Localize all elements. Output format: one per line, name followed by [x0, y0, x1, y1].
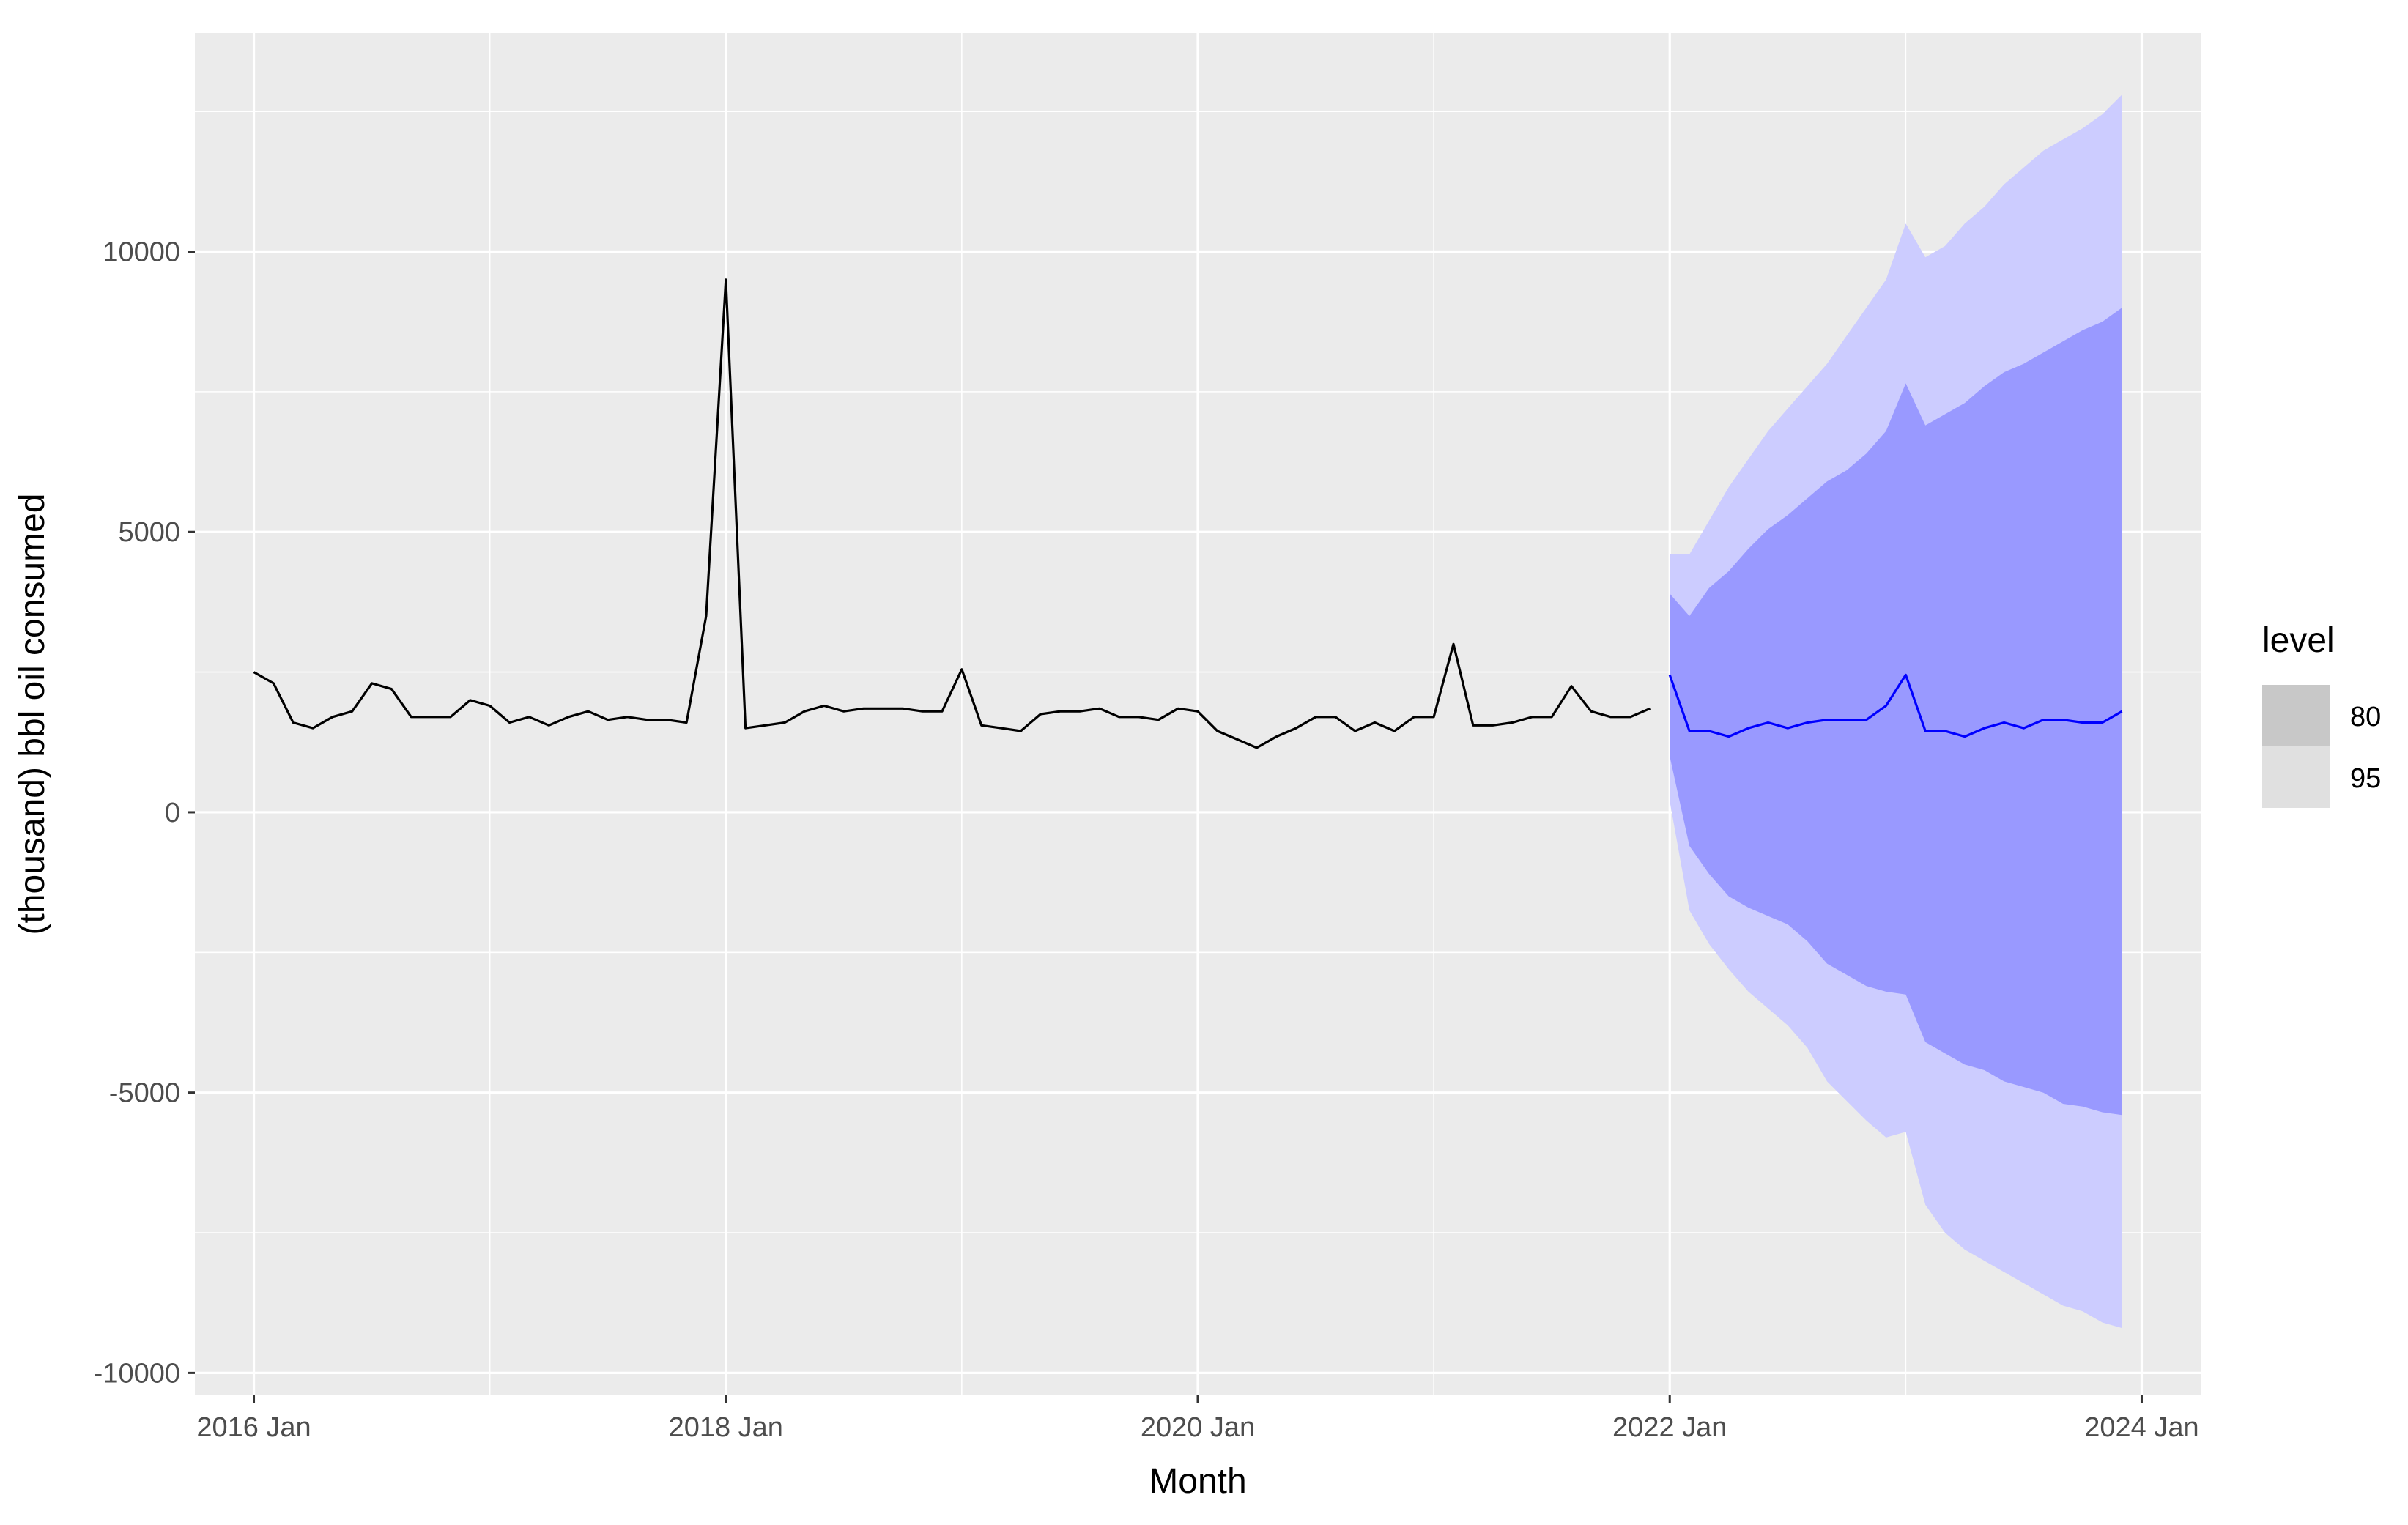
forecast-mean-line [1668, 673, 2123, 738]
y-tick-label: -10000 [94, 1358, 180, 1389]
legend: level 80 95 [2262, 621, 2381, 808]
legend-label-95: 95 [2350, 763, 2381, 794]
x-tick-label: 2024 Jan [2084, 1412, 2198, 1443]
x-tick-label: 2016 Jan [196, 1412, 311, 1443]
history-series-line [253, 278, 1651, 749]
legend-title: level [2262, 621, 2335, 660]
y-tick-label: 10000 [103, 237, 180, 268]
legend-key-95 [2262, 746, 2330, 808]
x-tick-label: 2020 Jan [1141, 1412, 1255, 1443]
x-tick-label: 2018 Jan [669, 1412, 783, 1443]
y-axis: -10000 -5000 0 5000 10000 [94, 237, 195, 1389]
x-axis: 2016 Jan 2018 Jan 2020 Jan 2022 Jan 2024 Jan [196, 1395, 2199, 1443]
prediction-interval-80 [1670, 308, 2122, 1116]
y-tick-label: 0 [165, 798, 180, 828]
y-tick-label: -5000 [109, 1078, 180, 1109]
legend-key-80 [2262, 685, 2330, 746]
legend-label-80: 80 [2350, 702, 2381, 732]
x-tick-label: 2022 Jan [1612, 1412, 1727, 1443]
y-tick-label: 5000 [118, 517, 180, 548]
x-axis-title: Month [1149, 1462, 1246, 1501]
y-axis-title: (thousand) bbl oil consumed [13, 493, 52, 935]
